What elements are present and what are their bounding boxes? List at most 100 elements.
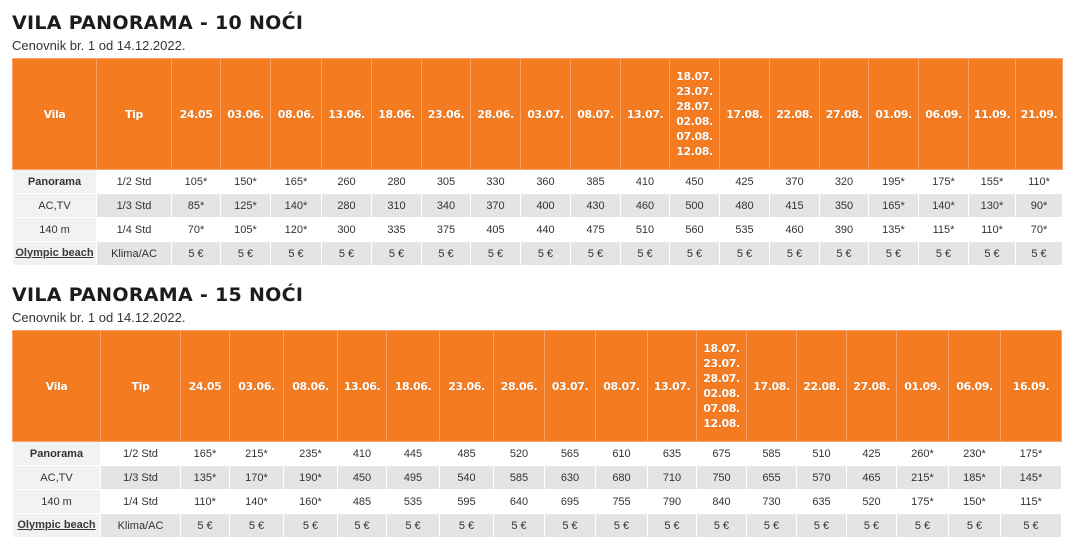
price-cell: 460	[769, 217, 820, 242]
header-date: 13.06.	[337, 330, 387, 442]
vila-cell: 140 m	[12, 217, 97, 242]
vila-cell: Panorama	[12, 441, 101, 466]
header-date: 23.06.	[421, 58, 471, 170]
price-cell: 750	[696, 465, 747, 490]
price-cell: 5 €	[337, 513, 387, 538]
olympic-beach-link[interactable]: Olympic beach	[17, 518, 96, 531]
header-date: 22.08.	[769, 58, 820, 170]
header-date: 01.09.	[896, 330, 949, 442]
price-cell: 140*	[270, 193, 322, 218]
price-cell: 610	[595, 441, 648, 466]
price-cell: 460	[620, 193, 670, 218]
price-cell: 335	[371, 217, 422, 242]
table-row: AC,TV 1/3 Std 135* 170* 190* 450 495 540 585 630 6…	[12, 465, 1062, 490]
header-date: 22.08.	[796, 330, 847, 442]
price-cell: 115*	[918, 217, 969, 242]
price-cell: 495	[386, 465, 440, 490]
price-cell: 385	[570, 169, 621, 194]
price-cell: 5 €	[520, 241, 571, 266]
price-cell: 405	[470, 217, 521, 242]
price-table-15-nights: Vila Tip 24.05 03.06. 08.06. 13.06. 18.06. 23.0…	[12, 330, 1062, 538]
vila-cell: AC,TV	[12, 193, 97, 218]
header-date: 13.06.	[321, 58, 372, 170]
price-cell: 510	[796, 441, 847, 466]
price-cell: 5 €	[796, 513, 847, 538]
price-cell: 655	[746, 465, 797, 490]
price-cell: 5 €	[544, 513, 596, 538]
price-cell: 5 €	[819, 241, 869, 266]
price-cell: 170*	[229, 465, 284, 490]
price-section-15-nights: VILA PANORAMA - 15 NOĆI Cenovnik br. 1 o…	[12, 284, 1062, 538]
price-cell: 430	[570, 193, 621, 218]
room-type-cell: 1/2 Std	[100, 441, 181, 466]
price-cell: 70*	[171, 217, 221, 242]
price-cell: 485	[337, 489, 387, 514]
table-row: Olympic beach Klima/AC 5 €5 €5 €5 €5 €5 €5…	[12, 241, 1063, 266]
vila-cell: Olympic beach	[12, 241, 97, 266]
price-cell: 5 €	[669, 241, 720, 266]
price-cell: 105*	[171, 169, 221, 194]
header-date: 27.08.	[846, 330, 897, 442]
section-title: VILA PANORAMA - 10 NOĆI	[12, 12, 304, 34]
price-cell: 450	[337, 465, 387, 490]
table-row: Olympic beach Klima/AC 5 €5 €5 €5 €5 €5 €5…	[12, 513, 1062, 538]
price-cell: 635	[647, 441, 697, 466]
price-cell: 5 €	[570, 241, 621, 266]
price-cell: 340	[421, 193, 471, 218]
price-cell: 485	[439, 441, 494, 466]
room-type-cell: 1/4 Std	[96, 217, 172, 242]
header-date: 08.06.	[283, 330, 338, 442]
price-cell: 140*	[918, 193, 969, 218]
price-cell: 425	[719, 169, 770, 194]
price-cell: 175*	[918, 169, 969, 194]
price-cell: 630	[544, 465, 596, 490]
price-cell: 5 €	[229, 513, 284, 538]
price-cell: 5 €	[1015, 241, 1063, 266]
price-cell: 5 €	[493, 513, 545, 538]
price-cell: 125*	[220, 193, 271, 218]
price-cell: 5 €	[719, 241, 770, 266]
price-cell: 310	[371, 193, 422, 218]
price-cell: 360	[520, 169, 571, 194]
price-cell: 400	[520, 193, 571, 218]
price-cell: 5 €	[421, 241, 471, 266]
price-cell: 140*	[229, 489, 284, 514]
price-cell: 370	[769, 169, 820, 194]
price-cell: 165*	[270, 169, 322, 194]
header-date: 18.07. 23.07. 28.07. 02.08. 07.08. 12.08…	[696, 330, 747, 442]
header-tip: Tip	[96, 58, 172, 170]
price-cell: 130*	[968, 193, 1016, 218]
price-cell: 410	[337, 441, 387, 466]
header-date: 03.07.	[544, 330, 596, 442]
section-title: VILA PANORAMA - 15 NOĆI	[12, 284, 304, 306]
price-cell: 300	[321, 217, 372, 242]
price-cell: 115*	[1000, 489, 1062, 514]
price-cell: 175*	[1000, 441, 1062, 466]
price-cell: 145*	[1000, 465, 1062, 490]
price-cell: 260*	[896, 441, 949, 466]
price-cell: 510	[620, 217, 670, 242]
price-cell: 5 €	[270, 241, 322, 266]
vila-name: Panorama	[27, 175, 82, 188]
header-date: 23.06.	[439, 330, 494, 442]
header-date: 17.08.	[746, 330, 797, 442]
price-cell: 280	[371, 169, 422, 194]
price-cell: 710	[647, 465, 697, 490]
header-date: 28.06.	[493, 330, 545, 442]
price-cell: 5 €	[769, 241, 820, 266]
olympic-beach-link[interactable]: Olympic beach	[15, 246, 94, 259]
price-cell: 570	[796, 465, 847, 490]
price-cell: 535	[386, 489, 440, 514]
price-cell: 150*	[948, 489, 1001, 514]
header-date: 06.09.	[918, 58, 969, 170]
price-cell: 5 €	[868, 241, 919, 266]
header-date: 03.06.	[220, 58, 271, 170]
price-cell: 695	[544, 489, 596, 514]
room-type-cell: 1/2 Std	[96, 169, 172, 194]
room-type-cell: Klima/AC	[96, 241, 172, 266]
header-date: 28.06.	[470, 58, 521, 170]
header-date: 24.05	[171, 58, 221, 170]
room-type-cell: 1/4 Std	[100, 489, 181, 514]
header-date: 18.06.	[386, 330, 440, 442]
price-cell: 215*	[229, 441, 284, 466]
